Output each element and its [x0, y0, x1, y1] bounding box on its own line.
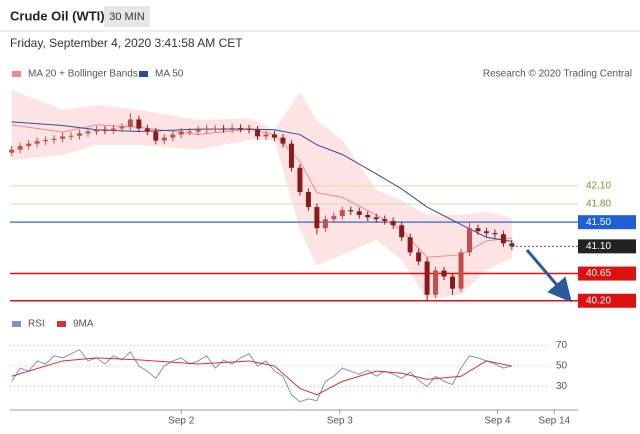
candle-body: [331, 216, 337, 220]
candle-body: [9, 149, 15, 153]
candle-body: [441, 270, 447, 277]
candle-body: [170, 134, 176, 138]
candle-body: [60, 136, 66, 139]
candle-body: [466, 228, 472, 253]
candle-body: [136, 119, 142, 129]
y-tick-label: 70: [556, 340, 568, 351]
candle-body: [187, 131, 193, 133]
candle-body: [433, 270, 439, 295]
candle-body: [450, 276, 456, 289]
level-label: 41.50: [586, 217, 611, 228]
candle-body: [475, 228, 481, 232]
y-tick-label: 50: [556, 361, 568, 372]
forecast-arrow: [525, 249, 572, 303]
candle-body: [458, 252, 464, 289]
legend-label: MA 50: [155, 69, 184, 80]
candle-body: [348, 210, 354, 212]
legend-swatch: [12, 321, 21, 327]
x-tick-label: Sep 4: [484, 416, 511, 427]
candle-body: [195, 129, 201, 132]
source: Research © 2020 Trading Central: [483, 69, 632, 80]
legend-swatch: [139, 71, 148, 77]
candle-body: [399, 225, 405, 238]
candle-body: [246, 128, 252, 130]
candle-body: [204, 128, 210, 130]
candle-body: [77, 133, 83, 136]
candle-body: [492, 233, 498, 235]
candle-body: [365, 214, 371, 218]
level-label: 40.65: [586, 268, 611, 279]
candle-body: [212, 128, 218, 130]
title: Crude Oil (WTI): [10, 8, 105, 23]
datetime: Friday, September 4, 2020 3:41:58 AM CET: [10, 36, 243, 50]
candle-body: [51, 138, 57, 140]
candle-body: [500, 234, 506, 244]
candle-body: [483, 231, 489, 234]
candle-body: [110, 128, 116, 131]
legend-label: 9MA: [73, 319, 94, 330]
candle-body: [85, 131, 91, 134]
candle-body: [153, 131, 159, 141]
candle-body: [238, 127, 244, 129]
candle-body: [127, 119, 133, 127]
candle-body: [288, 143, 294, 168]
level-box: [578, 266, 636, 281]
legend-swatch: [12, 71, 21, 77]
timeframe-badge[interactable]: [104, 6, 150, 27]
candle-body: [390, 220, 396, 226]
legend-label: RSI: [28, 319, 45, 330]
candle-body: [339, 210, 345, 217]
candle-body: [144, 128, 150, 132]
legend-label: MA 20 + Bollinger Bands: [28, 69, 138, 80]
candle-body: [305, 191, 311, 208]
x-tick-label: Sep 2: [168, 416, 195, 427]
candle-body: [68, 135, 74, 137]
level-label: 41.80: [586, 199, 611, 210]
candle-body: [119, 126, 125, 129]
candle-body: [322, 219, 328, 229]
candle-body: [424, 261, 430, 295]
candle-body: [34, 141, 40, 144]
candle-body: [509, 243, 515, 247]
candle-body: [314, 207, 320, 229]
level-label: 42.10: [586, 181, 611, 192]
candle-body: [373, 217, 379, 220]
timeframe[interactable]: 30 MIN: [109, 11, 145, 23]
candle-body: [280, 137, 286, 144]
x-tick-label: Sep 3: [327, 416, 354, 427]
candle-body: [263, 134, 269, 137]
candle-body: [102, 129, 108, 131]
bollinger-band: [11, 89, 512, 300]
candle-body: [416, 252, 422, 262]
candle-body: [297, 167, 303, 192]
level-box: [578, 215, 636, 230]
ma20-line: [11, 124, 512, 258]
candle-body: [356, 211, 362, 215]
candle-body: [17, 146, 23, 150]
ma50-line: [11, 121, 512, 243]
candle-body: [178, 131, 184, 135]
candle-body: [93, 129, 99, 132]
candle-body: [221, 128, 227, 130]
level-label: 41.10: [586, 241, 611, 252]
x-tick-label: Sep 14: [538, 416, 570, 427]
level-box: [578, 293, 636, 308]
candle-body: [161, 137, 167, 141]
y-tick-label: 30: [556, 381, 568, 392]
candle-body: [229, 127, 235, 130]
level-box: [578, 239, 636, 254]
candle-body: [272, 134, 278, 138]
candle-body: [382, 219, 388, 221]
candle-body: [255, 129, 261, 137]
candle-body: [43, 139, 49, 142]
candle-body: [407, 237, 413, 253]
legend-swatch: [57, 321, 66, 327]
rsi-line: [11, 349, 512, 403]
level-label: 40.20: [586, 295, 611, 306]
candle-body: [26, 143, 32, 147]
rsi-ma-line: [11, 357, 512, 396]
